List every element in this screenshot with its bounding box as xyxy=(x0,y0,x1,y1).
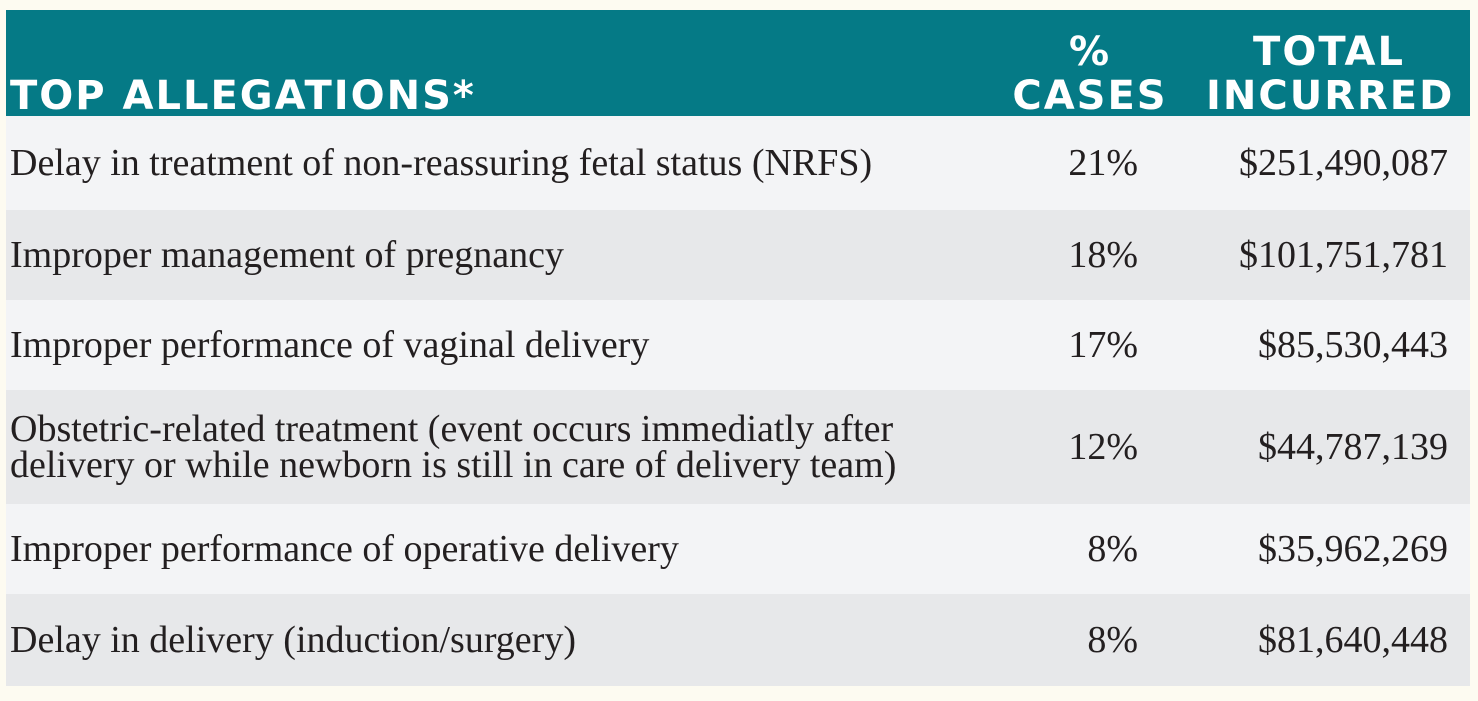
header-top-allegations: TOP ALLEGATIONS* xyxy=(10,73,476,119)
incurred-cell: $44,787,139 xyxy=(1258,426,1448,468)
incurred-cell: $81,640,448 xyxy=(1258,619,1448,661)
header-percent-cases-line2: CASES xyxy=(1012,73,1168,119)
header-percent-cases: % CASES xyxy=(1010,30,1170,118)
allegation-cell: Improper performance of operative delive… xyxy=(10,528,679,570)
table-header: TOP ALLEGATIONS* % CASES TOTAL INCURRED xyxy=(6,10,1470,119)
allegation-cell: Delay in treatment of non-reassuring fet… xyxy=(10,142,873,184)
cases-cell: 18% xyxy=(1068,234,1138,276)
allegation-cell: Improper performance of vaginal delivery xyxy=(10,324,650,366)
header-total-incurred: TOTAL INCURRED xyxy=(1206,30,1452,118)
allegation-cell: Improper management of pregnancy xyxy=(10,234,564,276)
table-row: Improper performance of operative delive… xyxy=(6,504,1470,594)
table-row: Obstetric-related treatment (event occur… xyxy=(6,390,1470,504)
allegation-cell: Obstetric-related treatment (event occur… xyxy=(10,408,897,486)
allegation-cell: Delay in delivery (induction/surgery) xyxy=(10,619,576,661)
table-row: Improper management of pregnancy 18% $10… xyxy=(6,210,1470,300)
header-total-incurred-line1: TOTAL xyxy=(1253,29,1405,75)
header-total-incurred-line2: INCURRED xyxy=(1206,73,1455,119)
cases-cell: 17% xyxy=(1068,324,1138,366)
table-row: Improper performance of vaginal delivery… xyxy=(6,300,1470,390)
incurred-cell: $101,751,781 xyxy=(1239,234,1448,276)
cases-cell: 8% xyxy=(1087,528,1138,570)
cases-cell: 12% xyxy=(1068,426,1138,468)
header-percent-cases-line1: % xyxy=(1068,29,1112,75)
incurred-cell: $251,490,087 xyxy=(1239,142,1448,184)
incurred-cell: $85,530,443 xyxy=(1258,324,1448,366)
cases-cell: 8% xyxy=(1087,619,1138,661)
incurred-cell: $35,962,269 xyxy=(1258,528,1448,570)
table-row: Delay in treatment of non-reassuring fet… xyxy=(6,116,1470,210)
table-row: Delay in delivery (induction/surgery) 8%… xyxy=(6,594,1470,686)
cases-cell: 21% xyxy=(1068,142,1138,184)
allegations-table: TOP ALLEGATIONS* % CASES TOTAL INCURRED … xyxy=(6,10,1470,686)
